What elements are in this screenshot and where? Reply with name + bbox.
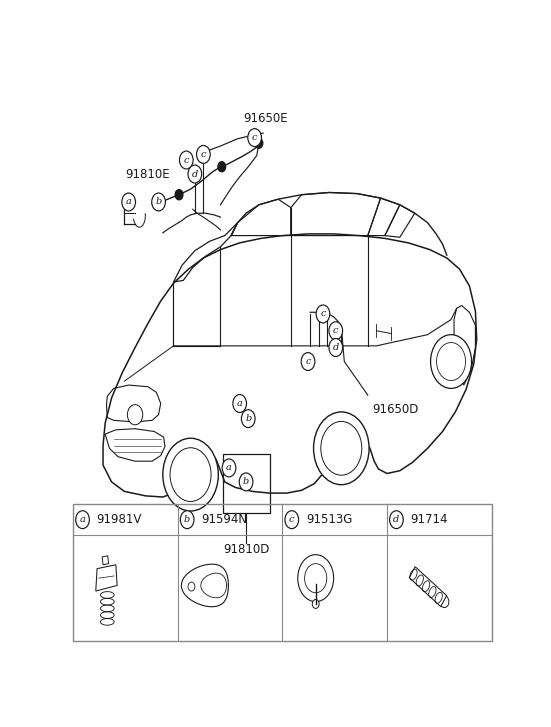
Text: 91650E: 91650E bbox=[243, 111, 288, 124]
Text: c: c bbox=[333, 326, 338, 335]
Text: c: c bbox=[201, 150, 206, 159]
Text: b: b bbox=[155, 198, 161, 206]
Circle shape bbox=[180, 151, 193, 169]
Circle shape bbox=[329, 339, 343, 356]
Circle shape bbox=[175, 190, 183, 200]
Text: d: d bbox=[393, 515, 399, 524]
Text: a: a bbox=[126, 198, 132, 206]
Text: 91810E: 91810E bbox=[126, 167, 170, 180]
Circle shape bbox=[321, 422, 362, 475]
Text: 91594N: 91594N bbox=[201, 513, 247, 526]
Text: d: d bbox=[333, 343, 339, 352]
Circle shape bbox=[298, 555, 333, 602]
Text: 91981V: 91981V bbox=[96, 513, 142, 526]
Circle shape bbox=[152, 193, 165, 211]
Circle shape bbox=[180, 511, 194, 529]
Text: b: b bbox=[245, 414, 251, 423]
Text: 91650D: 91650D bbox=[372, 403, 418, 416]
Circle shape bbox=[314, 412, 369, 485]
Text: b: b bbox=[243, 478, 249, 486]
Text: a: a bbox=[237, 399, 242, 408]
Circle shape bbox=[241, 410, 255, 427]
Text: d: d bbox=[192, 169, 198, 179]
Circle shape bbox=[218, 161, 225, 172]
Circle shape bbox=[122, 193, 136, 211]
Circle shape bbox=[255, 138, 263, 148]
Bar bbox=[223, 454, 269, 513]
Text: c: c bbox=[252, 133, 257, 142]
Circle shape bbox=[127, 405, 143, 425]
Circle shape bbox=[239, 473, 253, 491]
Circle shape bbox=[285, 511, 299, 529]
Circle shape bbox=[233, 395, 246, 412]
Text: c: c bbox=[305, 357, 311, 366]
Text: c: c bbox=[289, 515, 295, 524]
Circle shape bbox=[248, 129, 262, 147]
Text: b: b bbox=[184, 515, 190, 524]
Circle shape bbox=[436, 342, 466, 380]
Circle shape bbox=[222, 459, 236, 477]
Circle shape bbox=[316, 305, 330, 323]
Circle shape bbox=[197, 145, 210, 164]
Circle shape bbox=[188, 165, 202, 183]
Text: c: c bbox=[320, 310, 326, 318]
Text: c: c bbox=[183, 156, 189, 164]
Circle shape bbox=[163, 438, 218, 511]
Text: 91714: 91714 bbox=[410, 513, 448, 526]
Circle shape bbox=[305, 563, 327, 593]
Text: 91513G: 91513G bbox=[306, 513, 352, 526]
Circle shape bbox=[170, 448, 211, 502]
Circle shape bbox=[329, 322, 343, 340]
Circle shape bbox=[390, 511, 403, 529]
Circle shape bbox=[430, 334, 472, 388]
Circle shape bbox=[188, 582, 195, 591]
Bar bbox=[73, 505, 491, 641]
Text: 91810D: 91810D bbox=[223, 542, 269, 555]
Text: a: a bbox=[79, 515, 85, 524]
Circle shape bbox=[75, 511, 89, 529]
Circle shape bbox=[312, 600, 319, 608]
Circle shape bbox=[301, 353, 315, 371]
Text: a: a bbox=[226, 463, 232, 473]
